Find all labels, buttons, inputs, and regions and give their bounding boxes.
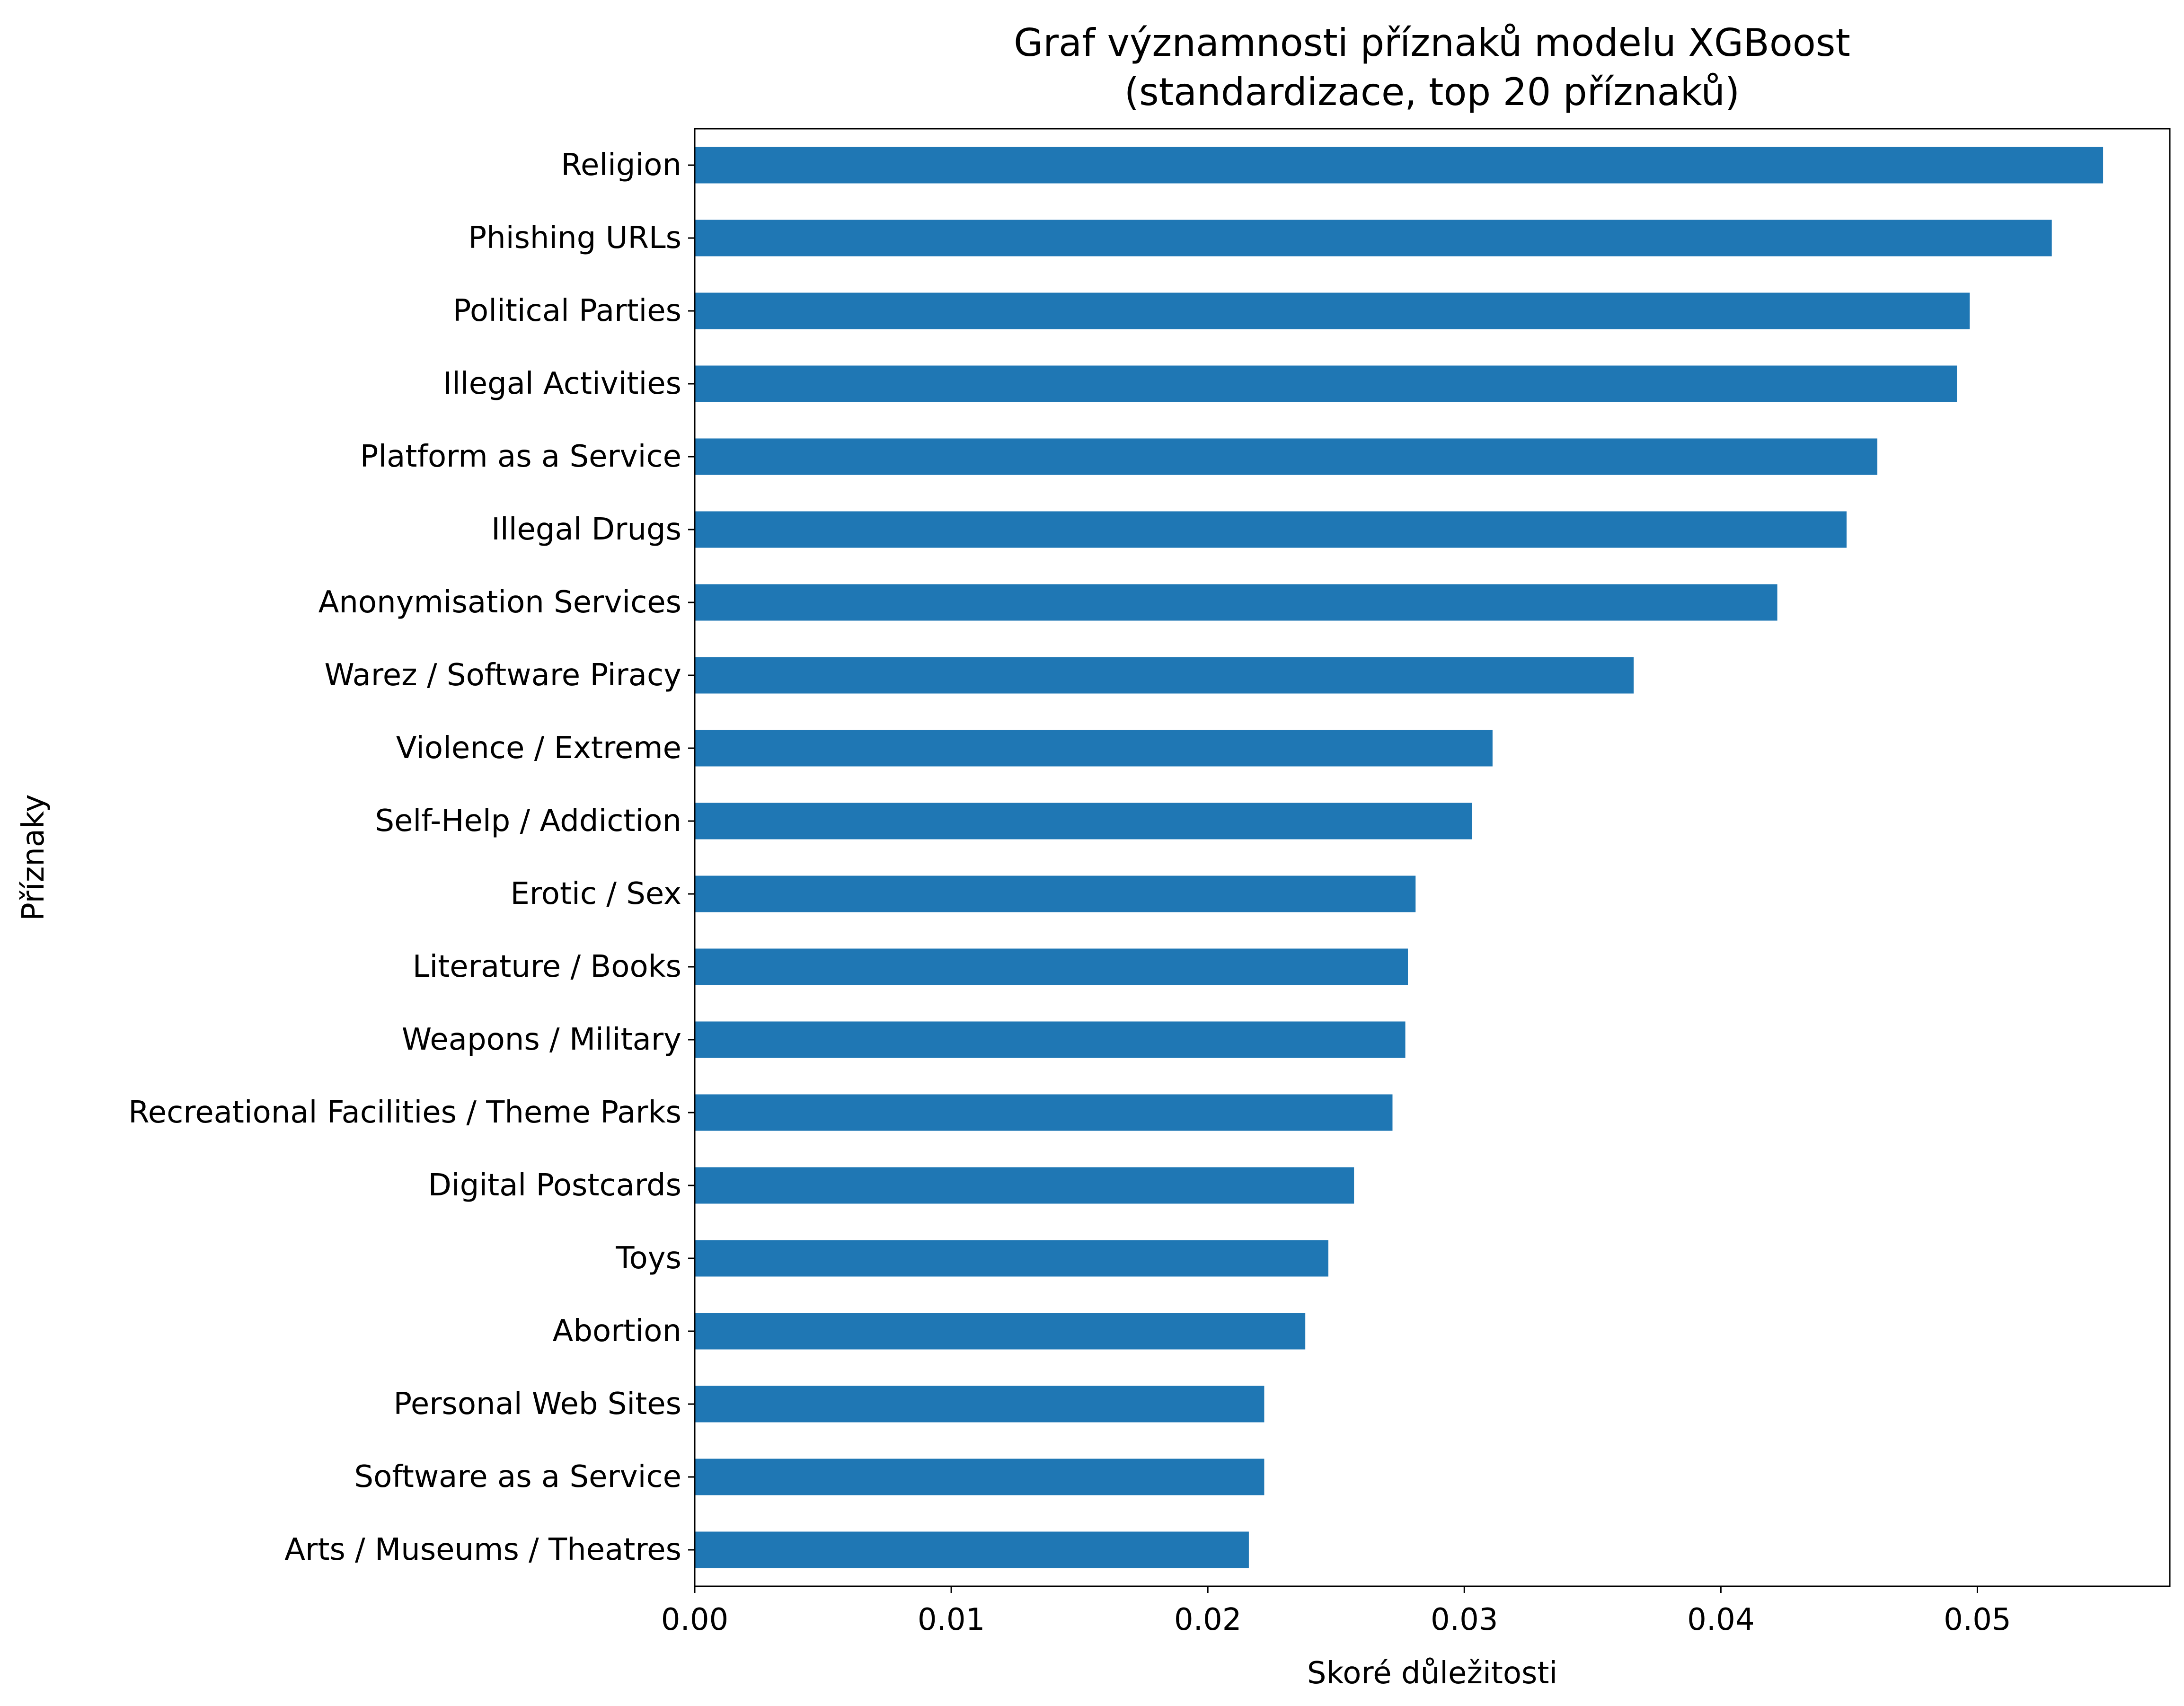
bar	[695, 292, 1970, 329]
y-tick-label: Literature / Books	[413, 949, 681, 984]
bar	[695, 1094, 1393, 1131]
x-tick-label: 0.01	[918, 1602, 985, 1637]
x-tick-label: 0.00	[661, 1602, 729, 1637]
bar	[695, 1021, 1406, 1058]
bar	[695, 657, 1634, 694]
bar	[695, 1313, 1306, 1350]
x-tick-label: 0.02	[1174, 1602, 1242, 1637]
y-tick-label: Illegal Activities	[443, 366, 681, 401]
bar	[695, 1240, 1328, 1277]
y-tick-label: Toys	[615, 1241, 681, 1276]
y-tick-label: Warez / Software Piracy	[324, 658, 681, 693]
y-tick-label: Illegal Drugs	[491, 512, 681, 547]
y-tick-label: Self-Help / Addiction	[375, 804, 681, 839]
bar	[695, 875, 1416, 912]
y-tick-label: Phishing URLs	[469, 221, 681, 256]
y-tick-label: Religion	[561, 148, 681, 183]
bar	[695, 365, 1957, 402]
y-tick-label: Abortion	[553, 1314, 681, 1349]
bar	[695, 1386, 1264, 1423]
bar	[695, 1531, 1249, 1568]
bars-group	[695, 147, 2104, 1568]
bar	[695, 511, 1847, 548]
bar	[695, 1167, 1354, 1204]
y-tick-label: Recreational Facilities / Theme Parks	[128, 1095, 681, 1130]
x-axis-ticks: 0.00 0.01 0.02 0.03 0.04 0.05	[661, 1586, 2011, 1637]
bar	[695, 147, 2104, 184]
y-tick-label: Erotic / Sex	[510, 876, 681, 911]
y-tick-label: Platform as a Service	[360, 439, 681, 474]
x-tick-label: 0.03	[1431, 1602, 1498, 1637]
x-tick-label: 0.04	[1687, 1602, 1755, 1637]
bar	[695, 730, 1493, 767]
bar	[695, 1458, 1264, 1495]
x-tick-label: 0.05	[1944, 1602, 2011, 1637]
y-tick-label: Weapons / Military	[402, 1022, 681, 1057]
y-tick-label: Software as a Service	[354, 1459, 681, 1494]
y-tick-label: Political Parties	[453, 293, 681, 328]
bar	[695, 948, 1408, 985]
y-tick-label: Violence / Extreme	[396, 731, 681, 766]
y-tick-label: Personal Web Sites	[394, 1387, 682, 1422]
y-axis-ticks: Religion Phishing URLs Political Parties Il…	[128, 148, 695, 1567]
bar	[695, 803, 1472, 840]
plot-frame	[694, 128, 2171, 1587]
bar	[695, 584, 1777, 621]
chart-title: Graf významnosti příznaků modelu XGBoost	[1014, 21, 1850, 65]
x-axis-label: Skoré důležitosti	[1307, 1656, 1557, 1691]
y-tick-label: Anonymisation Services	[318, 585, 681, 620]
y-tick-label: Digital Postcards	[428, 1168, 681, 1203]
y-tick-label: Arts / Museums / Theatres	[284, 1532, 681, 1567]
chart-subtitle: (standardizace, top 20 příznaků)	[1124, 70, 1740, 114]
bar	[695, 438, 1878, 475]
y-axis-label: Příznaky	[16, 794, 51, 921]
bar	[695, 220, 2052, 256]
